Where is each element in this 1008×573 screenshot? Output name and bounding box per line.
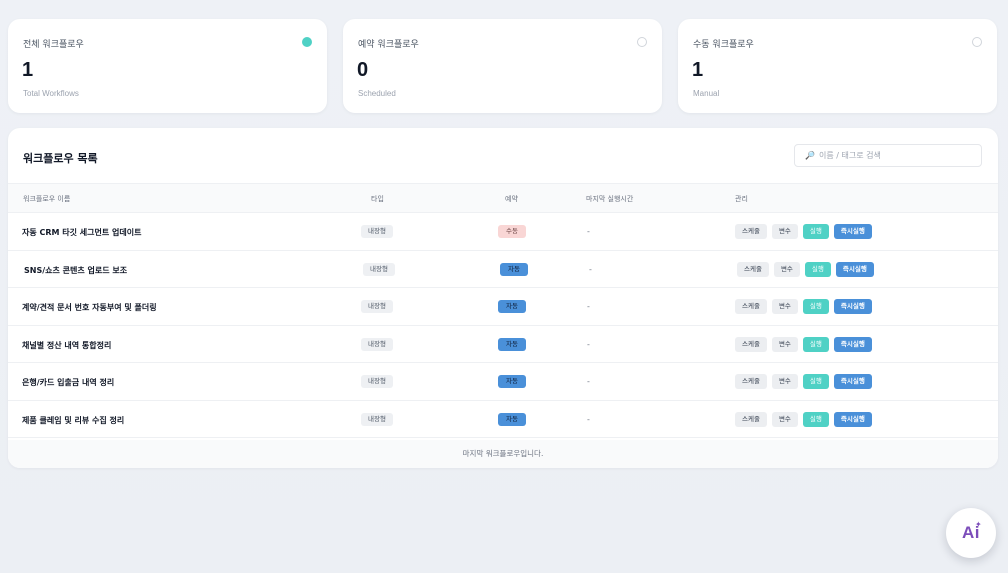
- last-run-time: -: [587, 414, 590, 424]
- column-header-name: 워크플로우 이름: [23, 195, 71, 203]
- stat-card-scheduled: 예약 워크플로우 0 Scheduled: [343, 19, 662, 113]
- last-run-time: -: [587, 377, 590, 386]
- run-now-button[interactable]: 즉시실행: [833, 336, 872, 352]
- run-button[interactable]: 실행: [802, 411, 829, 427]
- workflow-name: 은행/카드 입출금 내역 정리: [22, 378, 115, 387]
- type-badge: 내장형: [363, 262, 395, 276]
- run-now-button[interactable]: 즉시실행: [833, 299, 872, 314]
- table-row: 계약/견적 문서 번호 자동부여 및 폴더링 내장형 자동 - 스케줄 변수 실행 즉시실행: [8, 288, 998, 326]
- run-now-button[interactable]: 즉시실행: [833, 224, 872, 239]
- variables-button[interactable]: 변수: [771, 411, 798, 427]
- schedule-badge: 자동: [500, 262, 528, 276]
- workflow-name: SNS/쇼츠 콘텐츠 업로드 보조: [24, 265, 128, 275]
- status-dot-icon: [972, 37, 982, 47]
- search-box[interactable]: 🔎: [794, 144, 982, 167]
- table-row: 자동 CRM 타깃 세그먼트 업데이트 내장형 수동 - 스케줄 변수 실행 즉시실행: [8, 213, 998, 251]
- schedule-badge: 자동: [498, 300, 526, 313]
- table-row: SNS/쇼츠 콘텐츠 업로드 보조 내장형 자동 - 스케줄 변수 실행 즉시실행: [8, 251, 998, 288]
- run-button[interactable]: 실행: [802, 374, 829, 389]
- last-run-time: -: [587, 227, 590, 236]
- table-header: 워크플로우 이름 타입 예약 마지막 실행시간 관리: [8, 183, 998, 213]
- stat-card-manual: 수동 워크플로우 1 Manual: [678, 19, 997, 113]
- schedule-button[interactable]: 스케줄: [735, 411, 767, 427]
- column-header-schedule: 예약: [505, 195, 518, 203]
- last-run-time: -: [587, 339, 590, 349]
- stat-label: 수동 워크플로우: [693, 40, 754, 50]
- list-end-note: 마지막 워크플로우입니다.: [8, 440, 998, 468]
- schedule-button[interactable]: 스케줄: [735, 374, 767, 389]
- schedule-badge: 수동: [498, 225, 526, 238]
- type-badge: 내장형: [361, 412, 393, 426]
- row-actions: 스케줄 변수 실행 즉시실행: [735, 411, 872, 427]
- run-button[interactable]: 실행: [802, 336, 829, 352]
- schedule-badge: 자동: [498, 337, 526, 351]
- ai-assistant-button[interactable]: Ai ✦: [946, 508, 996, 558]
- type-badge: 내장형: [361, 225, 393, 238]
- table-row: 은행/카드 입출금 내역 정리 내장형 자동 - 스케줄 변수 실행 즉시실행: [8, 363, 998, 401]
- status-dot-icon: [302, 37, 312, 47]
- stat-label: 전체 워크플로우: [23, 40, 84, 50]
- row-actions: 스케줄 변수 실행 즉시실행: [735, 299, 872, 314]
- search-input[interactable]: [818, 151, 969, 160]
- variables-button[interactable]: 변수: [771, 336, 798, 352]
- table-body: 자동 CRM 타깃 세그먼트 업데이트 내장형 수동 - 스케줄 변수 실행 즉시실행 SNS/…: [8, 213, 998, 438]
- variables-button[interactable]: 변수: [771, 299, 798, 314]
- row-actions: 스케줄 변수 실행 즉시실행: [735, 224, 872, 239]
- variables-button[interactable]: 변수: [771, 374, 798, 389]
- stat-sublabel: Scheduled: [358, 89, 396, 98]
- stat-value: 0: [357, 59, 369, 81]
- last-run-time: -: [587, 302, 590, 311]
- column-header-manage: 관리: [735, 195, 748, 203]
- workflow-name: 채널별 정산 내역 통합정리: [22, 340, 112, 350]
- run-button[interactable]: 실행: [802, 224, 829, 239]
- run-now-button[interactable]: 즉시실행: [835, 261, 874, 277]
- type-badge: 내장형: [361, 375, 393, 388]
- ai-sparkle-icon: ✦: [975, 520, 982, 529]
- schedule-button[interactable]: 스케줄: [737, 261, 769, 277]
- stat-card-total: 전체 워크플로우 1 Total Workflows: [8, 19, 327, 113]
- type-badge: 내장형: [361, 337, 393, 351]
- table-row: 채널별 정산 내역 통합정리 내장형 자동 - 스케줄 변수 실행 즉시실행: [8, 326, 998, 363]
- workflow-list-panel: 워크플로우 목록 🔎 워크플로우 이름 타입 예약 마지막 실행시간 관리 자동…: [8, 128, 998, 468]
- variables-button[interactable]: 변수: [773, 261, 800, 277]
- search-icon: 🔎: [805, 151, 815, 160]
- status-dot-icon: [637, 37, 647, 47]
- run-now-button[interactable]: 즉시실행: [833, 411, 872, 427]
- schedule-badge: 자동: [498, 412, 526, 426]
- schedule-button[interactable]: 스케줄: [735, 336, 767, 352]
- column-header-last-run: 마지막 실행시간: [586, 195, 634, 203]
- stat-sublabel: Total Workflows: [23, 89, 79, 98]
- variables-button[interactable]: 변수: [771, 224, 798, 239]
- stat-sublabel: Manual: [693, 89, 720, 98]
- run-button[interactable]: 실행: [802, 299, 829, 314]
- table-row: 제품 클레임 및 리뷰 수집 정리 내장형 자동 - 스케줄 변수 실행 즉시실행: [8, 401, 998, 438]
- run-now-button[interactable]: 즉시실행: [833, 374, 872, 389]
- stat-label: 예약 워크플로우: [358, 40, 419, 50]
- last-run-time: -: [589, 264, 592, 274]
- run-button[interactable]: 실행: [804, 261, 831, 277]
- workflow-name: 제품 클레임 및 리뷰 수집 정리: [22, 415, 125, 425]
- schedule-badge: 자동: [498, 375, 526, 388]
- panel-title: 워크플로우 목록: [23, 152, 98, 165]
- ai-label: Ai: [962, 523, 980, 542]
- workflow-name: 계약/견적 문서 번호 자동부여 및 폴더링: [22, 303, 157, 312]
- type-badge: 내장형: [361, 300, 393, 313]
- stat-value: 1: [22, 59, 34, 81]
- row-actions: 스케줄 변수 실행 즉시실행: [735, 336, 872, 352]
- row-actions: 스케줄 변수 실행 즉시실행: [735, 374, 872, 389]
- column-header-type: 타입: [371, 195, 384, 203]
- schedule-button[interactable]: 스케줄: [735, 299, 767, 314]
- stat-value: 1: [692, 59, 704, 81]
- schedule-button[interactable]: 스케줄: [735, 224, 767, 239]
- workflow-name: 자동 CRM 타깃 세그먼트 업데이트: [22, 228, 142, 237]
- stats-row: 전체 워크플로우 1 Total Workflows 예약 워크플로우 0 Sc…: [8, 19, 998, 113]
- row-actions: 스케줄 변수 실행 즉시실행: [737, 261, 874, 277]
